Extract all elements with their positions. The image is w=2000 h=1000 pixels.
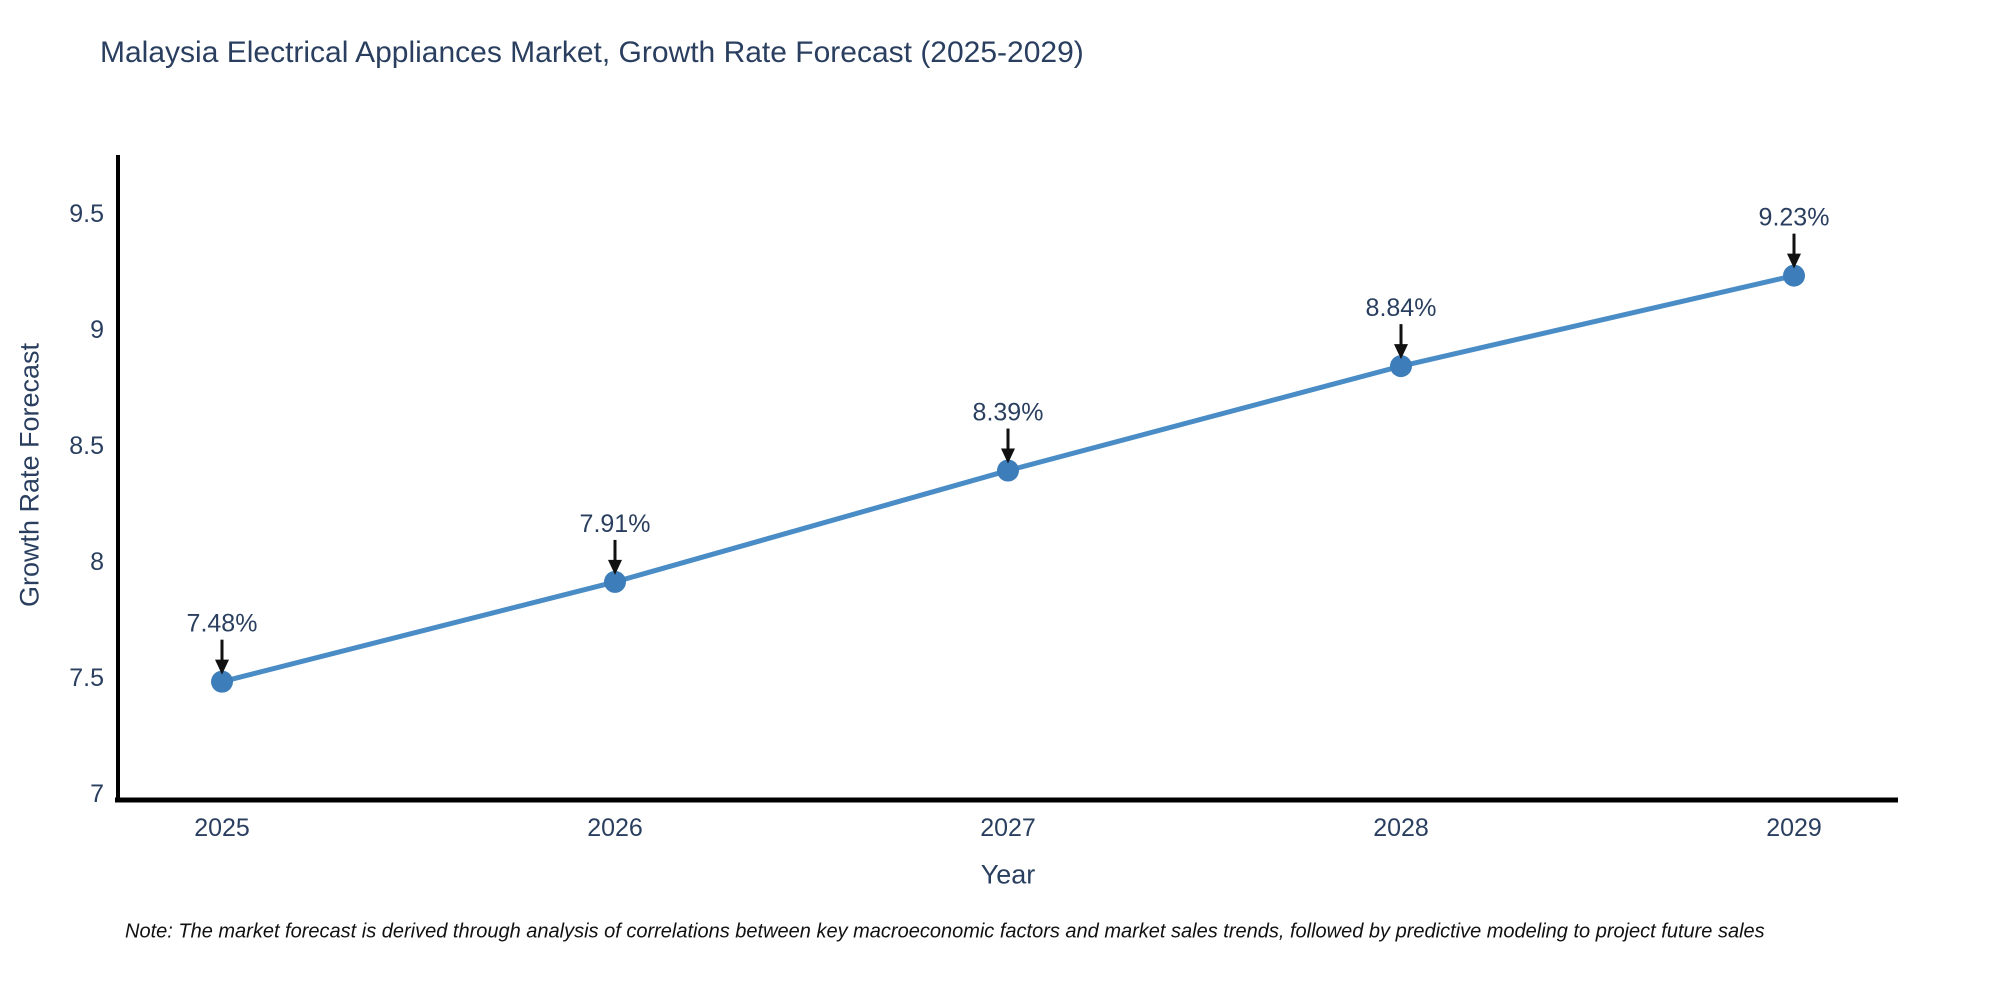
x-tick-label: 2027 xyxy=(980,814,1036,842)
y-tick-label: 7 xyxy=(90,780,104,808)
point-label-2029: 9.23% xyxy=(1759,204,1830,232)
chart-title: Malaysia Electrical Appliances Market, G… xyxy=(100,36,1084,69)
y-tick-label: 8.5 xyxy=(69,432,104,460)
point-label-2025: 7.48% xyxy=(187,610,258,638)
x-tick-label: 2025 xyxy=(194,814,250,842)
footnote: Note: The market forecast is derived thr… xyxy=(125,920,1765,943)
data-point-2029 xyxy=(1783,264,1805,287)
y-tick-label: 8 xyxy=(90,548,104,576)
annotation-arrowhead-icon xyxy=(215,659,229,675)
point-label-2026: 7.91% xyxy=(580,510,651,538)
annotation-arrowhead-icon xyxy=(1787,253,1801,269)
x-axis-title: Year xyxy=(980,859,1036,890)
point-label-2028: 8.84% xyxy=(1366,294,1437,322)
data-point-2025 xyxy=(211,670,233,693)
annotation-arrowhead-icon xyxy=(1394,344,1408,360)
data-point-2026 xyxy=(604,570,626,593)
data-point-2028 xyxy=(1390,355,1412,378)
x-tick-label: 2026 xyxy=(587,814,643,842)
y-tick-label: 9 xyxy=(90,316,104,344)
x-tick-label: 2028 xyxy=(1373,814,1429,842)
y-tick-label: 7.5 xyxy=(69,664,104,692)
annotation-arrowhead-icon xyxy=(1001,448,1015,464)
data-point-2027 xyxy=(997,459,1019,482)
point-label-2027: 8.39% xyxy=(973,399,1044,427)
annotation-arrowhead-icon xyxy=(608,559,622,575)
x-tick-label: 2029 xyxy=(1766,814,1822,842)
y-tick-label: 9.5 xyxy=(69,200,104,228)
